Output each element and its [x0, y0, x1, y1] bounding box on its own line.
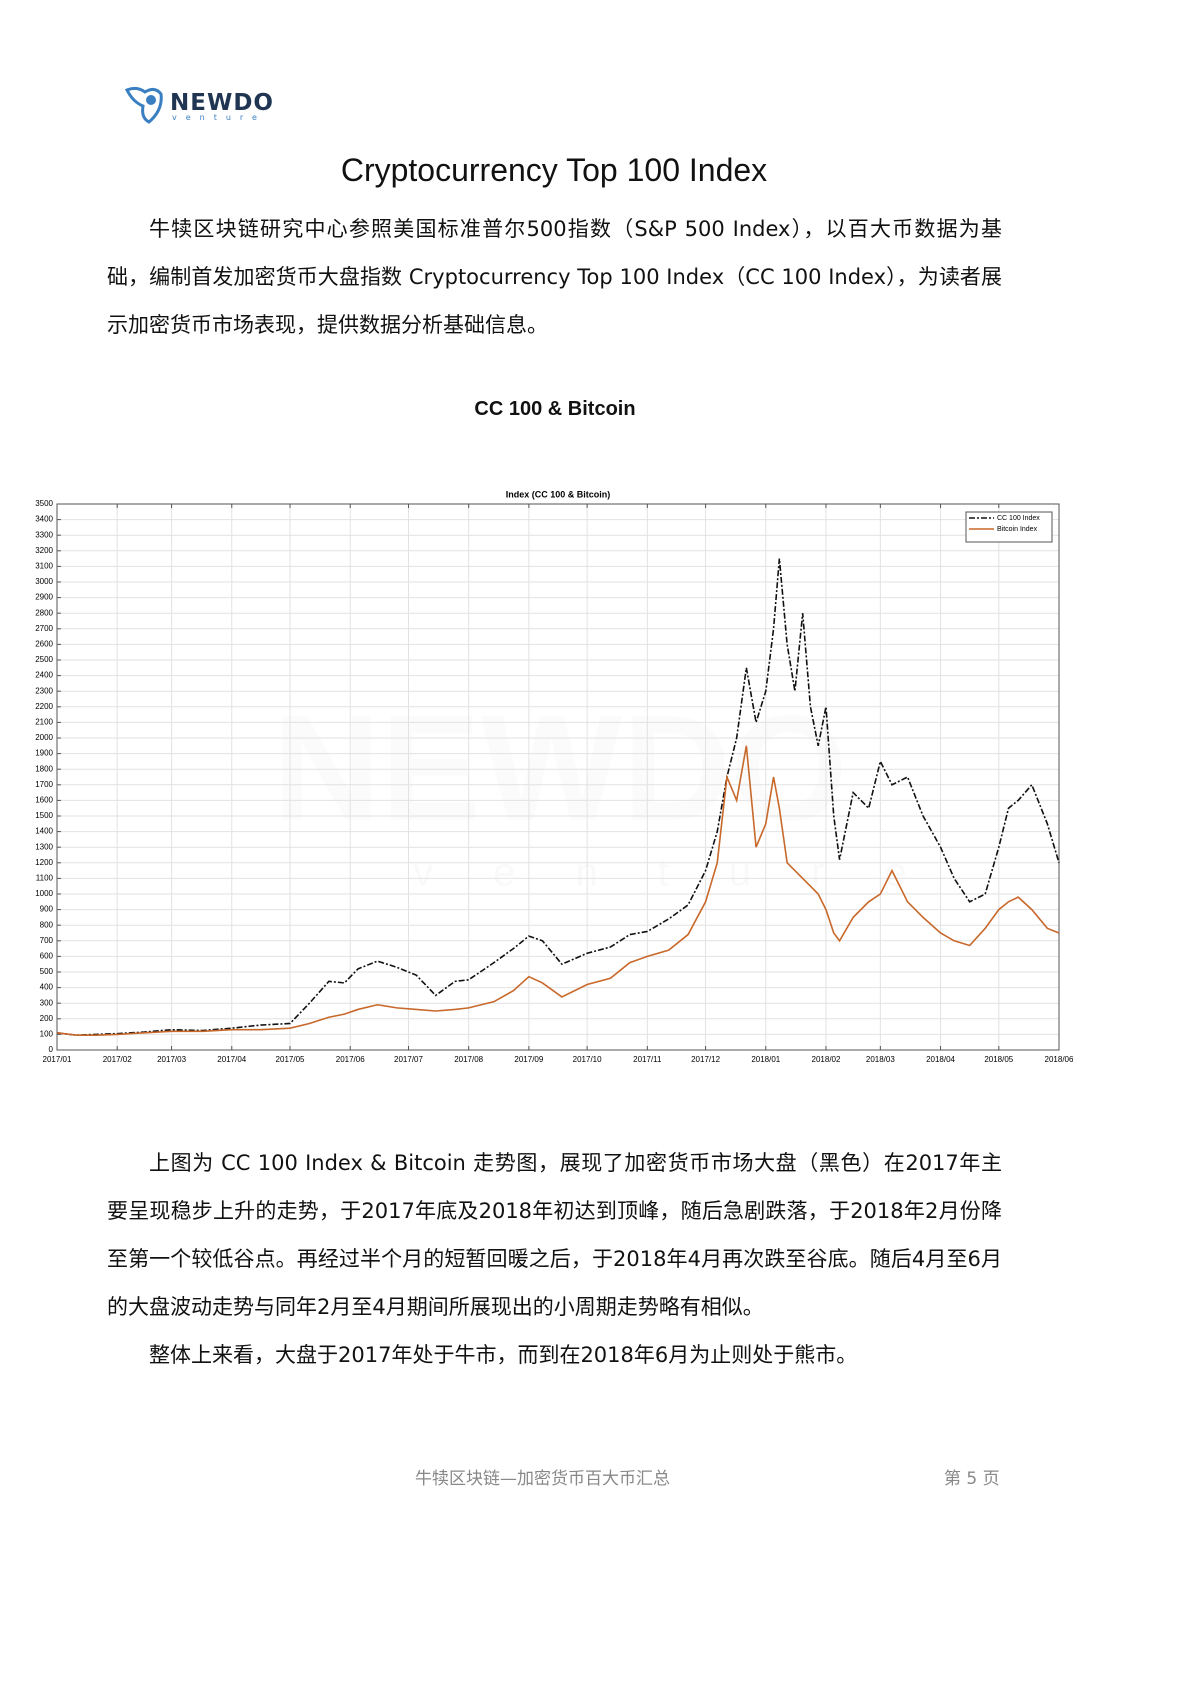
y-tick-label: 1500 — [35, 811, 53, 820]
y-tick-label: 2500 — [35, 655, 53, 664]
y-tick-label: 2800 — [35, 608, 53, 617]
x-tick-label: 2017/05 — [276, 1055, 305, 1064]
x-tick-label: 2017/01 — [43, 1055, 72, 1064]
y-tick-label: 3500 — [35, 499, 53, 508]
y-tick-label: 1700 — [35, 780, 53, 789]
y-tick-label: 2000 — [35, 733, 53, 742]
y-tick-label: 2200 — [35, 702, 53, 711]
logo-text: NEWDO — [170, 90, 274, 116]
plot-frame — [56, 503, 1060, 1051]
x-tick-label: 2017/08 — [454, 1055, 483, 1064]
y-tick-label: 2700 — [35, 624, 53, 633]
x-tick-label: 2018/05 — [984, 1055, 1013, 1064]
y-tick-label: 0 — [49, 1045, 54, 1054]
y-tick-label: 2300 — [35, 686, 53, 695]
y-tick-label: 100 — [40, 1030, 54, 1039]
chart: NEWDO venture Index (CC 100 & Bitcoin)01… — [35, 489, 1074, 1064]
x-tick-label: 2018/02 — [812, 1055, 841, 1064]
x-tick-label: 2018/03 — [866, 1055, 895, 1064]
y-tick-label: 700 — [40, 936, 54, 945]
chart-title: Index (CC 100 & Bitcoin) — [506, 489, 611, 499]
body-paragraph: 上图为 CC 100 Index & Bitcoin 走势图，展现了加密货币市场… — [107, 1151, 1002, 1319]
x-tick-label: 2018/06 — [1045, 1055, 1074, 1064]
y-tick-label: 1100 — [36, 874, 54, 883]
y-tick-label: 300 — [40, 998, 54, 1007]
y-tick-label: 1300 — [35, 842, 53, 851]
y-tick-label: 1800 — [35, 764, 53, 773]
chart-heading: CC 100 & Bitcoin — [474, 398, 636, 420]
y-tick-label: 1200 — [35, 858, 53, 867]
x-tick-label: 2017/03 — [157, 1055, 186, 1064]
legend-label: CC 100 Index — [997, 515, 1040, 522]
series-line — [56, 745, 1060, 1036]
page-title: Cryptocurrency Top 100 Index — [340, 152, 768, 188]
x-tick-label: 2017/11 — [633, 1055, 662, 1064]
x-tick-label: 2018/04 — [926, 1055, 955, 1064]
series-line — [56, 558, 1060, 1036]
x-tick-label: 2017/04 — [217, 1055, 246, 1064]
y-tick-label: 200 — [40, 1014, 54, 1023]
x-tick-label: 2017/10 — [573, 1055, 602, 1064]
logo-icon — [125, 86, 163, 124]
y-tick-label: 600 — [40, 952, 54, 961]
footer-left: 牛犊区块链—加密货币百大币汇总 — [415, 1469, 670, 1489]
y-tick-label: 1000 — [35, 889, 53, 898]
plot-area — [57, 504, 1059, 1050]
y-tick-label: 900 — [40, 905, 54, 914]
y-tick-label: 400 — [40, 983, 54, 992]
x-tick-label: 2017/07 — [394, 1055, 423, 1064]
x-tick-label: 2017/06 — [336, 1055, 365, 1064]
y-tick-label: 1900 — [35, 749, 53, 758]
y-tick-label: 2900 — [35, 593, 53, 602]
x-tick-label: 2018/01 — [751, 1055, 780, 1064]
x-tick-label: 2017/12 — [691, 1055, 720, 1064]
legend-label: Bitcoin Index — [997, 526, 1038, 533]
intro-paragraph: 牛犊区块链研究中心参照美国标准普尔500指数（S&P 500 Index），以百… — [107, 217, 1002, 337]
y-tick-label: 2400 — [35, 671, 53, 680]
y-tick-label: 3000 — [35, 577, 53, 586]
y-tick-label: 800 — [40, 920, 54, 929]
y-tick-label: 3300 — [35, 530, 53, 539]
y-tick-label: 2100 — [35, 718, 53, 727]
y-tick-label: 3100 — [35, 562, 53, 571]
y-tick-label: 500 — [40, 967, 54, 976]
footer-right: 第 5 页 — [944, 1469, 1000, 1489]
y-tick-label: 3200 — [35, 546, 53, 555]
y-tick-label: 1400 — [35, 827, 53, 836]
y-tick-label: 2600 — [35, 640, 53, 649]
y-tick-label: 3400 — [35, 515, 53, 524]
logo-sub: venture — [172, 113, 266, 122]
x-tick-label: 2017/09 — [514, 1055, 543, 1064]
legend-box — [965, 511, 1053, 543]
x-tick-label: 2017/02 — [103, 1055, 132, 1064]
y-tick-label: 1600 — [35, 796, 53, 805]
body-paragraph: 整体上来看，大盘于2017年处于牛市，而到在2018年6月为止则处于熊市。 — [149, 1343, 858, 1367]
